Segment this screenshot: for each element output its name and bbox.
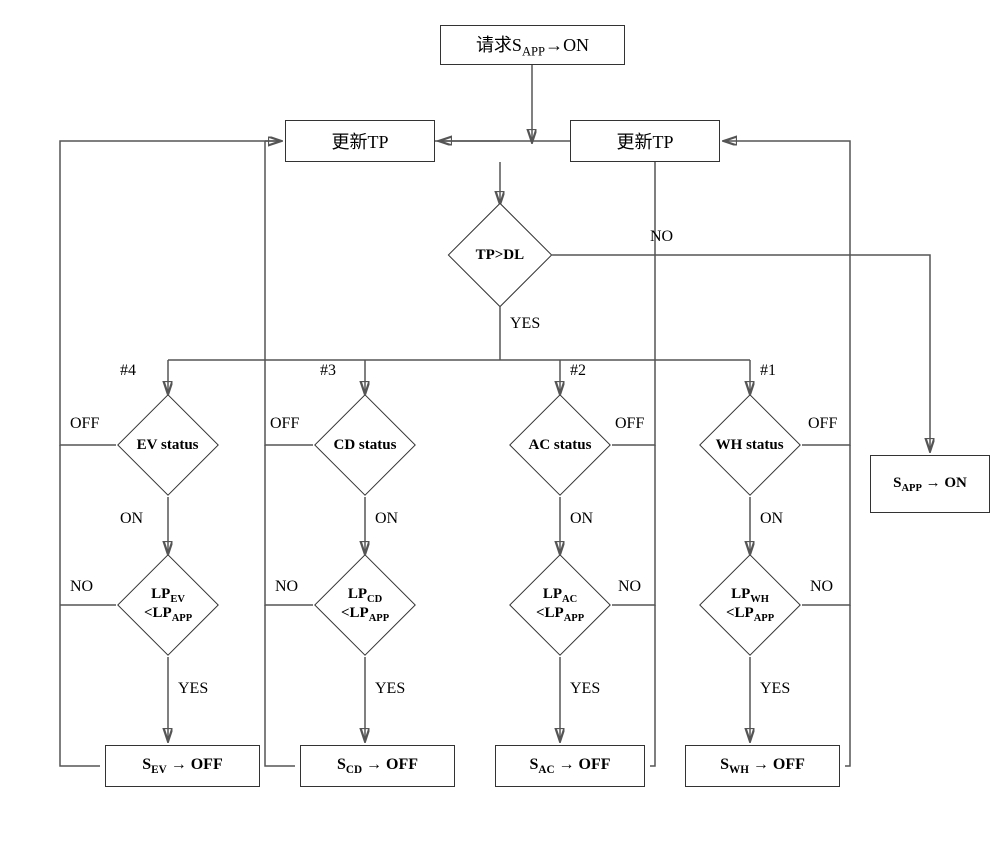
wh-action: SWH → OFF [685,745,840,787]
cd-status-text: CD status [334,437,397,454]
ac-off-label: OFF [615,415,644,433]
update-tp-right: 更新TP [570,120,720,162]
branch-1: #1 [760,362,776,380]
ev-action: SEV → OFF [105,745,260,787]
ac-on-label: ON [570,510,593,528]
sapp-on-text: SAPP → ON [893,475,967,494]
ev-status-diamond: EV status [117,394,219,496]
sapp-on-action: SAPP → ON [870,455,990,513]
ac-status-diamond: AC status [509,394,611,496]
ev-on-label: ON [120,510,143,528]
update-left-text: 更新TP [331,128,388,154]
label-yes-main: YES [510,315,540,333]
wh-action-text: SWH → OFF [720,756,805,776]
label-no-main: NO [650,228,673,246]
ac-status-text: AC status [529,437,592,454]
branch-4: #4 [120,362,136,380]
ev-lp-diamond: LPEV <LPAPP [117,554,219,656]
ev-action-text: SEV → OFF [142,756,222,776]
ev-lp-text: LPEV <LPAPP [144,586,192,624]
cd-lp-no: NO [275,578,298,596]
cd-action-text: SCD → OFF [337,756,418,776]
cd-lp-text: LPCD <LPAPP [341,586,389,624]
cd-on-label: ON [375,510,398,528]
ac-action: SAC → OFF [495,745,645,787]
cond-tp-dl-text: TP>DL [476,247,525,264]
wh-lp-diamond: LPWH <LPAPP [699,554,801,656]
ac-lp-diamond: LPAC <LPAPP [509,554,611,656]
branch-2: #2 [570,362,586,380]
ac-action-text: SAC → OFF [529,756,610,776]
start-text: 请求SAPP→ON [476,31,589,60]
ev-lp-no: NO [70,578,93,596]
wh-status-text: WH status [716,437,784,454]
wh-off-label: OFF [808,415,837,433]
ev-status-text: EV status [137,436,199,453]
cond-tp-dl: TP>DL [448,203,553,308]
ev-off-label: OFF [70,415,99,433]
cd-off-label: OFF [270,415,299,433]
ac-lp-no: NO [618,578,641,596]
cd-lp-diamond: LPCD <LPAPP [314,554,416,656]
wh-on-label: ON [760,510,783,528]
wh-lp-text: LPWH <LPAPP [726,586,774,624]
wh-status-diamond: WH status [699,394,801,496]
update-tp-left: 更新TP [285,120,435,162]
cd-lp-yes: YES [375,680,405,698]
cd-action: SCD → OFF [300,745,455,787]
update-right-text: 更新TP [616,128,673,154]
wh-lp-no: NO [810,578,833,596]
start-node: 请求SAPP→ON [440,25,625,65]
ac-lp-text: LPAC <LPAPP [536,586,584,624]
ev-lp-yes: YES [178,680,208,698]
branch-3: #3 [320,362,336,380]
wh-lp-yes: YES [760,680,790,698]
ac-lp-yes: YES [570,680,600,698]
cd-status-diamond: CD status [314,394,416,496]
